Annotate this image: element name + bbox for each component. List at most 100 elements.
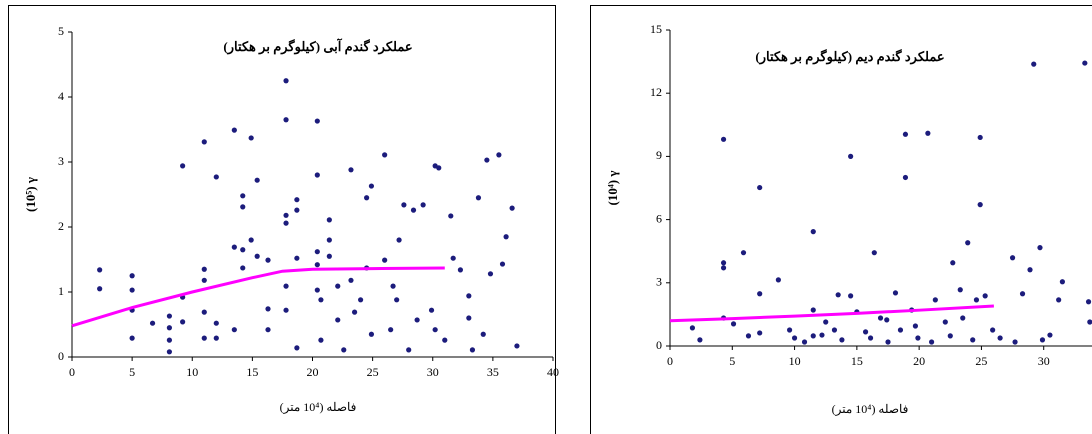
data-point bbox=[810, 333, 816, 339]
data-point bbox=[1012, 339, 1018, 345]
data-point bbox=[862, 329, 869, 335]
y-tick-label: 3 bbox=[58, 154, 64, 168]
data-point bbox=[1019, 291, 1026, 297]
data-point bbox=[839, 337, 845, 343]
data-point bbox=[932, 297, 938, 303]
data-point bbox=[129, 273, 135, 279]
data-point bbox=[990, 327, 996, 333]
data-point bbox=[689, 325, 696, 331]
right-panel bbox=[590, 5, 1092, 434]
data-point bbox=[382, 152, 388, 158]
data-point bbox=[1047, 332, 1053, 338]
data-point bbox=[201, 309, 207, 315]
data-point bbox=[848, 293, 854, 299]
x-axis-label: فاصله (10⁴ متر) bbox=[832, 402, 909, 416]
data-point bbox=[231, 127, 237, 133]
y-tick-label: 3 bbox=[656, 275, 662, 289]
data-point bbox=[960, 315, 966, 321]
data-point bbox=[428, 307, 435, 313]
x-tick-label: 25 bbox=[975, 354, 987, 368]
y-tick-label: 12 bbox=[650, 85, 662, 99]
data-point bbox=[1087, 319, 1092, 325]
data-point bbox=[231, 327, 237, 333]
data-point bbox=[335, 317, 341, 323]
data-point bbox=[925, 130, 931, 136]
data-point bbox=[396, 237, 402, 243]
data-point bbox=[410, 207, 417, 213]
data-point bbox=[871, 250, 877, 256]
x-tick-label: 20 bbox=[913, 354, 925, 368]
data-point bbox=[231, 244, 237, 250]
data-point bbox=[977, 202, 983, 208]
data-point bbox=[201, 139, 207, 145]
data-point bbox=[294, 255, 300, 261]
fit-curve bbox=[71, 266, 445, 328]
data-point bbox=[810, 229, 816, 235]
data-point bbox=[469, 347, 476, 353]
data-point bbox=[341, 347, 347, 353]
data-point bbox=[745, 333, 752, 339]
data-point bbox=[394, 297, 400, 303]
data-point bbox=[912, 323, 919, 329]
data-point bbox=[487, 271, 494, 277]
data-point bbox=[368, 183, 375, 189]
chart-title: عملکرد گندم دیم (کیلوگرم بر هکتار) bbox=[755, 48, 944, 65]
data-point bbox=[348, 167, 354, 173]
data-point bbox=[503, 234, 509, 240]
data-point bbox=[757, 330, 763, 336]
x-tick-label: 0 bbox=[69, 365, 75, 379]
data-point bbox=[348, 277, 354, 283]
data-point bbox=[730, 321, 737, 327]
x-tick-label: 30 bbox=[427, 365, 439, 379]
data-point bbox=[149, 320, 156, 326]
data-point bbox=[414, 317, 420, 323]
data-point bbox=[265, 327, 271, 333]
data-point bbox=[950, 260, 956, 266]
left-panel bbox=[8, 5, 556, 434]
x-axis-label: فاصله (10⁴ متر) bbox=[280, 400, 357, 414]
x-tick-label: 25 bbox=[367, 365, 379, 379]
data-point bbox=[442, 337, 448, 343]
data-point bbox=[314, 262, 320, 268]
data-point bbox=[432, 327, 438, 333]
data-point bbox=[897, 327, 904, 333]
data-point bbox=[475, 195, 482, 201]
data-point bbox=[720, 260, 727, 266]
data-point bbox=[265, 306, 271, 312]
data-point bbox=[318, 297, 324, 303]
data-point bbox=[436, 165, 442, 171]
data-point bbox=[740, 250, 747, 256]
data-point bbox=[1059, 279, 1065, 285]
data-point bbox=[915, 335, 921, 341]
data-point bbox=[351, 309, 358, 315]
data-point bbox=[947, 333, 953, 339]
data-point bbox=[166, 313, 173, 319]
data-point bbox=[484, 157, 490, 163]
x-tick-label: 5 bbox=[729, 354, 735, 368]
data-point bbox=[201, 266, 207, 272]
data-point bbox=[283, 220, 289, 226]
data-point bbox=[977, 134, 983, 141]
data-point bbox=[819, 332, 825, 338]
data-point bbox=[180, 163, 186, 169]
data-point bbox=[1056, 297, 1062, 303]
data-point bbox=[1039, 337, 1046, 343]
y-tick-label: 6 bbox=[656, 211, 662, 225]
data-point bbox=[496, 152, 502, 158]
data-point bbox=[201, 277, 207, 283]
data-point bbox=[1009, 255, 1016, 261]
data-point bbox=[283, 117, 289, 123]
data-point bbox=[390, 283, 396, 289]
data-point bbox=[213, 174, 219, 180]
data-point bbox=[240, 193, 246, 199]
data-point bbox=[283, 283, 289, 289]
data-point bbox=[929, 339, 935, 345]
data-point bbox=[480, 331, 486, 337]
data-point bbox=[965, 240, 971, 246]
data-point bbox=[720, 265, 727, 271]
data-point bbox=[509, 205, 515, 211]
y-tick-label: 15 bbox=[650, 22, 662, 36]
data-point bbox=[97, 286, 103, 292]
data-point bbox=[401, 202, 407, 208]
